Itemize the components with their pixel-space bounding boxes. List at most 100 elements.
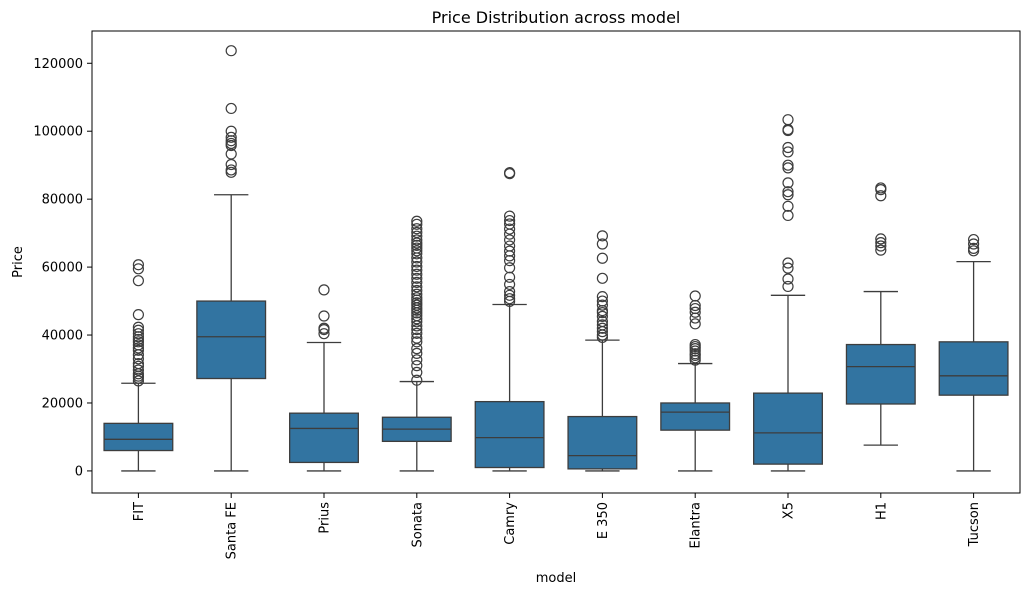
outlier-point — [596, 299, 609, 311]
outlier-point — [132, 342, 144, 354]
outlier-point — [318, 328, 330, 340]
iqr-box — [845, 343, 916, 405]
outlier-point — [689, 312, 701, 324]
outlier-point — [132, 333, 144, 346]
outlier-point — [132, 321, 144, 333]
outlier-point — [411, 288, 423, 300]
box-prius — [289, 284, 359, 472]
outlier-point — [132, 375, 144, 387]
iqr-box — [103, 422, 174, 452]
outlier-point — [782, 209, 794, 222]
iqr-box — [567, 415, 638, 470]
outlier-point — [504, 293, 516, 305]
outlier-point — [967, 238, 980, 250]
y-axis-label: Price — [11, 246, 26, 278]
box-h1 — [845, 182, 916, 446]
outlier-point — [782, 162, 794, 174]
y-tick-label: 100000 — [33, 125, 83, 140]
outlier-point — [596, 291, 609, 303]
outlier-point — [411, 297, 423, 309]
outlier-point — [225, 125, 237, 137]
outlier-point — [132, 339, 144, 351]
box-elantra — [660, 290, 731, 472]
outlier-point — [596, 319, 609, 331]
outlier-point — [411, 354, 423, 366]
iqr-box — [196, 300, 267, 380]
outlier-point — [782, 200, 794, 212]
y-tick-label: 60000 — [42, 261, 83, 276]
outlier-point — [689, 338, 701, 351]
outlier-point — [411, 366, 423, 379]
x-tick-label: X5 — [782, 502, 797, 519]
outlier-point — [225, 164, 237, 176]
outlier-point — [411, 360, 423, 372]
outlier-point — [132, 353, 144, 365]
y-tick-label: 80000 — [42, 193, 83, 208]
x-axis-label: model — [536, 571, 576, 586]
outlier-point — [504, 223, 516, 235]
outlier-point — [411, 215, 423, 227]
outlier-point — [411, 218, 423, 230]
box-x5 — [753, 114, 823, 472]
iqr-box — [289, 412, 359, 464]
outlier-point — [689, 302, 701, 315]
outlier-point — [225, 102, 237, 115]
outlier-point — [596, 322, 609, 334]
outlier-point — [411, 264, 423, 276]
outlier-point — [782, 280, 794, 293]
outlier-point — [782, 177, 794, 189]
outlier-point — [782, 114, 794, 126]
x-tick-label: Santa FE — [225, 502, 240, 559]
outlier-point — [225, 45, 237, 57]
outlier-point — [411, 245, 423, 257]
outlier-point — [132, 263, 144, 275]
outlier-point — [504, 218, 516, 230]
iqr-box — [474, 400, 545, 469]
outlier-point — [411, 336, 423, 348]
box-fit — [103, 259, 174, 472]
outlier-point — [411, 248, 423, 260]
outlier-point — [504, 278, 516, 291]
outlier-point — [504, 234, 516, 246]
plot-frame — [91, 30, 1021, 494]
x-tick-label: H1 — [874, 502, 889, 520]
outlier-point — [411, 242, 423, 254]
outlier-point — [689, 348, 701, 360]
outlier-point — [411, 327, 423, 339]
outlier-point — [596, 315, 609, 328]
outlier-point — [782, 273, 794, 285]
outlier-point — [132, 309, 144, 321]
outlier-point — [132, 364, 144, 376]
outlier-point — [504, 214, 516, 227]
y-tick-label: 40000 — [42, 329, 83, 344]
outlier-point — [875, 237, 887, 249]
outlier-point — [875, 240, 887, 252]
iqr-box — [753, 392, 823, 465]
outlier-point — [411, 268, 423, 280]
outlier-point — [411, 223, 423, 235]
box-tucson — [938, 233, 1009, 472]
outlier-point — [411, 316, 423, 328]
outlier-point — [504, 285, 516, 298]
box-camry — [474, 167, 545, 472]
outlier-point — [411, 347, 423, 359]
x-tick-label: Sonata — [410, 502, 425, 547]
outlier-point — [875, 190, 887, 202]
outlier-point — [596, 295, 609, 307]
x-axis: FIT Santa FE Prius Sonata Camry E 350 Elantra X… — [132, 493, 982, 559]
outlier-point — [411, 284, 423, 297]
y-tick-label: 0 — [75, 464, 83, 479]
outlier-point — [967, 242, 980, 255]
outlier-point — [225, 131, 237, 143]
outlier-point — [689, 290, 701, 302]
x-tick-label: Tucson — [967, 502, 982, 547]
outlier-point — [782, 146, 794, 158]
outlier-point — [225, 137, 237, 150]
x-tick-label: FIT — [132, 502, 147, 521]
outlier-point — [689, 318, 701, 330]
outlier-point — [318, 310, 330, 322]
outlier-point — [504, 262, 516, 274]
outlier-point — [411, 272, 423, 284]
outlier-point — [411, 374, 423, 386]
